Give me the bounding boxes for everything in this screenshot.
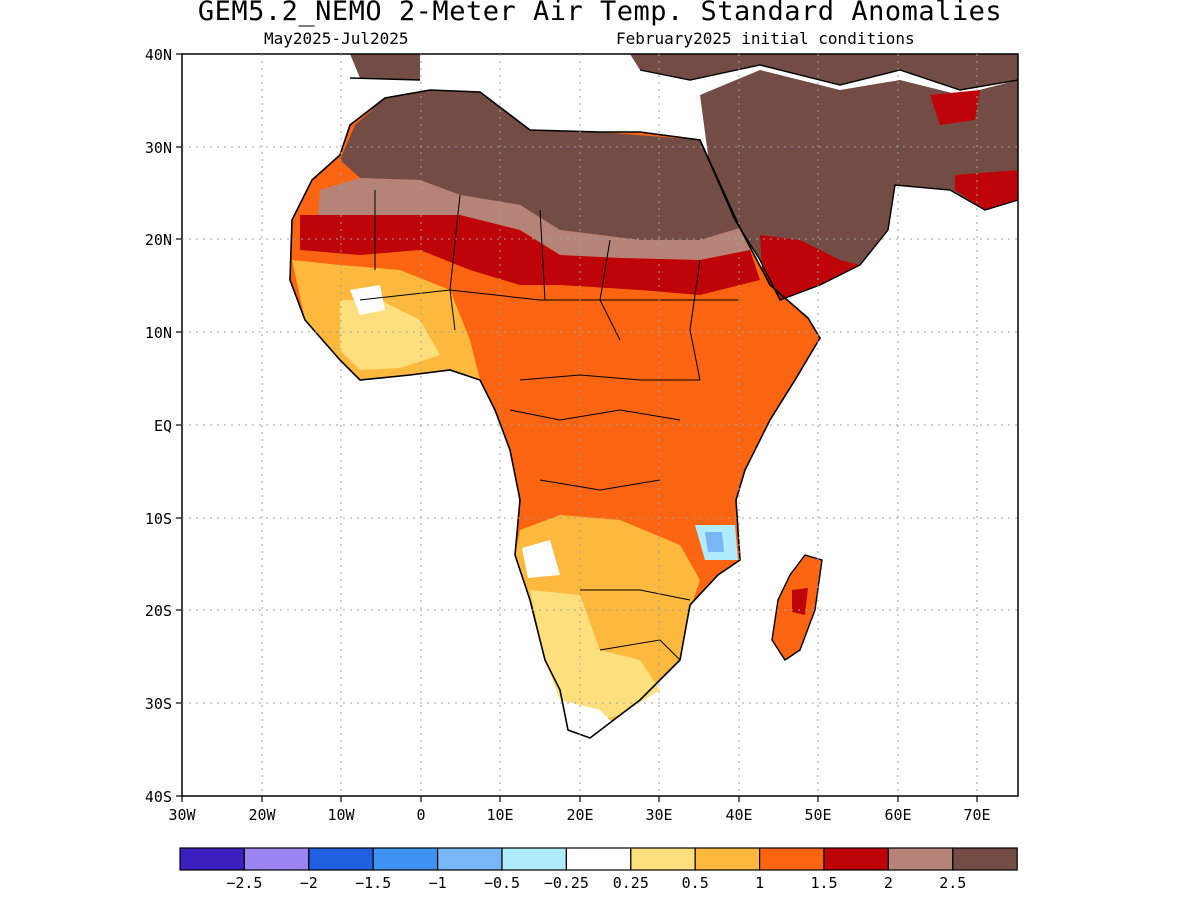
x-tick-label: 20E [566, 806, 593, 824]
axis-ticks [176, 53, 978, 802]
africa-coastline [289, 89, 821, 739]
colorbar-swatch [437, 847, 503, 871]
colorbar-swatch [630, 847, 696, 871]
y-tick-label: 40S [145, 788, 172, 806]
sahel-anomaly-dark-red [300, 215, 760, 295]
colorbar-swatch [952, 847, 1018, 871]
sahara-anomaly [340, 90, 740, 240]
x-tick-label: 30E [645, 806, 672, 824]
west-africa-anomaly-pale [340, 300, 440, 370]
colorbar-swatch [565, 847, 632, 871]
x-tick-label: 10W [327, 806, 355, 824]
mozambique-cool-core [705, 532, 724, 552]
colorbar-swatch [308, 847, 374, 871]
x-tick-label: 70E [963, 806, 990, 824]
colorbar-tick-label: −1.5 [355, 874, 391, 892]
colorbar-swatch [179, 847, 246, 871]
x-tick-label: 0 [416, 806, 425, 824]
initial-conditions-label: February2025 initial conditions [616, 29, 915, 48]
country-borders [359, 190, 740, 661]
colorbar-labels: −2.5 −2 −1.5 −1 −0.5 −0.25 0.25 0.5 1 1.5 2 2.5 [226, 874, 966, 892]
x-tick-label: 30W [168, 806, 196, 824]
colorbar-tick-label: −0.5 [484, 874, 520, 892]
madagascar-core [792, 588, 808, 615]
x-tick-label: 60E [884, 806, 911, 824]
west-africa-neutral [350, 285, 385, 315]
colorbar-swatch [823, 847, 890, 871]
y-tick-label: EQ [154, 417, 172, 435]
sahel-anomaly-light-brown [318, 178, 750, 260]
colorbar-swatch [887, 847, 954, 871]
y-tick-label: 10N [145, 324, 172, 342]
colorbar-tick-label: 0.25 [613, 874, 649, 892]
x-tick-label: 10E [486, 806, 513, 824]
southern-africa-neutral [560, 700, 620, 738]
colorbar-swatch [758, 847, 825, 871]
x-tick-label: 20W [248, 806, 276, 824]
colorbar-tick-label: 0.5 [682, 874, 709, 892]
colorbar-swatch [501, 847, 568, 871]
colorbar-tick-label: −0.25 [544, 874, 589, 892]
iran-anomaly-red [930, 90, 980, 125]
map-field [289, 54, 1018, 739]
europe-landmass [350, 54, 1018, 90]
y-tick-label: 40N [145, 46, 172, 64]
graticule [182, 54, 1018, 796]
x-axis-labels: 30W 20W 10W 0 10E 20E 30E 40E 50E 60E 70… [168, 806, 990, 824]
map-title: GEM5.2_NEMO 2-Meter Air Temp. Standard A… [197, 0, 1003, 27]
arabia-anomaly-red [760, 235, 860, 300]
colorbar-tick-label: −2 [300, 874, 318, 892]
x-tick-label: 50E [804, 806, 831, 824]
forecast-period: May2025-Jul2025 [264, 29, 409, 48]
mediterranean-coast [349, 64, 1018, 91]
colorbar-tick-label: 2 [884, 874, 893, 892]
x-tick-label: 40E [725, 806, 752, 824]
angola-neutral [522, 540, 560, 578]
y-tick-label: 10S [145, 510, 172, 528]
southern-africa-anomaly-pale [530, 590, 660, 725]
y-tick-label: 30N [145, 139, 172, 157]
y-tick-label: 20S [145, 602, 172, 620]
y-tick-label: 30S [145, 695, 172, 713]
colorbar-tick-label: −2.5 [226, 874, 262, 892]
arabia-coastline [699, 139, 1018, 301]
madagascar-coastline [771, 554, 823, 661]
y-axis-labels: 40N 30N 20N 10N EQ 10S 20S 30S 40S [145, 46, 172, 806]
y-tick-label: 20N [145, 231, 172, 249]
colorbar-tick-label: 1 [755, 874, 764, 892]
colorbar [179, 847, 1018, 871]
colorbar-tick-label: 2.5 [939, 874, 966, 892]
india-anomaly-red [955, 170, 1018, 210]
colorbar-tick-label: −1 [429, 874, 447, 892]
colorbar-swatch [694, 847, 761, 871]
colorbar-swatch [243, 847, 310, 871]
colorbar-tick-label: 1.5 [810, 874, 837, 892]
colorbar-swatch [372, 847, 439, 871]
